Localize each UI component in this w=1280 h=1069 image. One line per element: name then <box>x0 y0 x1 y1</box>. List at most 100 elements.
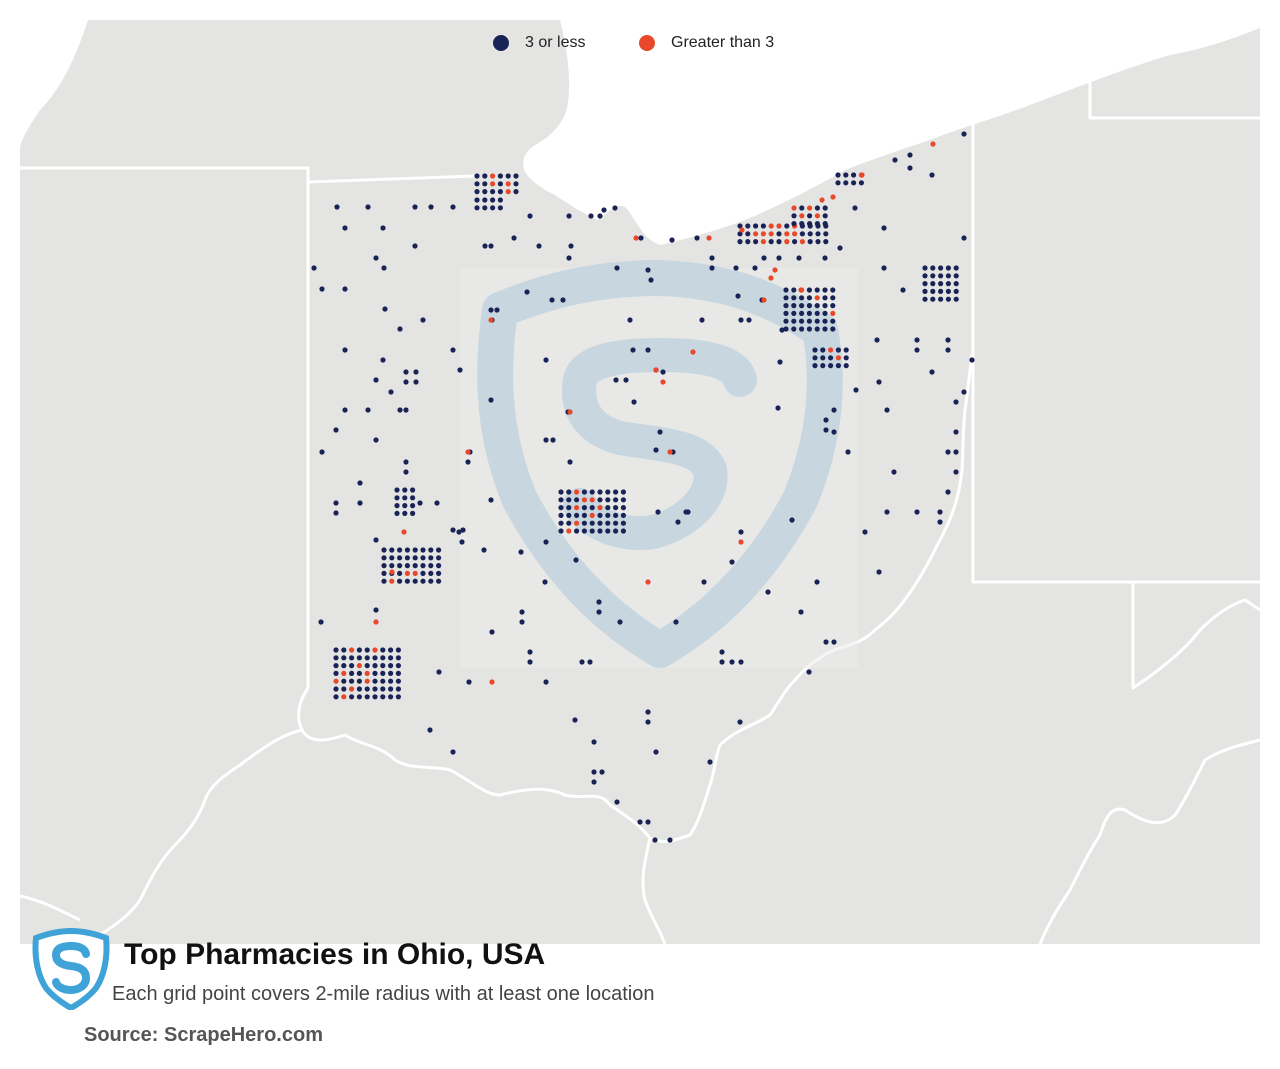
grid-point-high <box>667 449 673 455</box>
grid-point-low <box>395 678 401 684</box>
grid-point-low <box>395 647 401 653</box>
grid-point-high <box>690 349 696 355</box>
grid-point-low <box>775 405 781 411</box>
grid-point-low <box>596 609 602 615</box>
grid-point-low <box>497 181 503 187</box>
grid-point-low <box>333 694 339 700</box>
grid-point-low <box>474 173 480 179</box>
grid-point-low <box>420 555 426 561</box>
grid-point-low <box>558 520 564 526</box>
grid-point-low <box>648 277 654 283</box>
grid-point-low <box>402 510 408 516</box>
grid-point-low <box>719 649 725 655</box>
grid-point-low <box>365 204 371 210</box>
grid-point-low <box>311 265 317 271</box>
grid-point-low <box>597 528 603 534</box>
grid-point-low <box>543 357 549 363</box>
grid-point-low <box>938 288 944 294</box>
grid-point-low <box>807 221 813 227</box>
grid-point-low <box>527 659 533 665</box>
grid-point-low <box>403 369 409 375</box>
grid-point-low <box>410 495 416 501</box>
grid-point-low <box>364 647 370 653</box>
grid-point-low <box>373 437 379 443</box>
grid-point-low <box>930 281 936 287</box>
grid-point-low <box>922 273 928 279</box>
grid-point-low <box>830 326 836 332</box>
grid-point-low <box>645 347 651 353</box>
grid-point-low <box>753 239 759 245</box>
grid-point-low <box>822 213 828 219</box>
grid-point-low <box>412 578 418 584</box>
grid-point-low <box>900 287 906 293</box>
grid-point-low <box>413 379 419 385</box>
grid-point-high <box>768 275 774 281</box>
grid-point-low <box>589 520 595 526</box>
grid-point-low <box>388 686 394 692</box>
grid-point-low <box>341 686 347 692</box>
grid-point-high <box>356 663 362 669</box>
grid-point-low <box>395 686 401 692</box>
grid-point-low <box>631 399 637 405</box>
grid-point-low <box>596 599 602 605</box>
grid-point-low <box>922 281 928 287</box>
grid-point-low <box>945 337 951 343</box>
grid-point-low <box>945 281 952 287</box>
grid-point-low <box>420 578 426 584</box>
grid-point-low <box>497 205 503 211</box>
grid-point-low <box>694 235 700 241</box>
grid-point-low <box>783 303 789 309</box>
grid-point-low <box>798 609 804 615</box>
grid-point-high <box>807 205 813 211</box>
grid-point-high <box>333 678 339 684</box>
grid-point-low <box>789 517 795 523</box>
grid-point-low <box>436 547 442 553</box>
grid-point-low <box>436 578 442 584</box>
grid-point-low <box>822 318 828 324</box>
grid-point-low <box>753 223 759 229</box>
grid-point-low <box>623 377 629 383</box>
grid-point-low <box>699 317 705 323</box>
grid-point-low <box>380 694 386 700</box>
grid-point-low <box>482 189 488 195</box>
grid-point-low <box>953 449 959 455</box>
grid-point-low <box>799 231 806 237</box>
grid-point-low <box>404 547 410 553</box>
grid-point-low <box>356 670 362 677</box>
legend-dot-low <box>493 35 509 51</box>
grid-point-low <box>550 437 556 443</box>
grid-point-low <box>318 619 324 625</box>
grid-point-low <box>929 369 935 375</box>
grid-point-low <box>589 489 595 495</box>
grid-point-low <box>488 497 494 503</box>
grid-point-low <box>814 310 820 316</box>
grid-point-low <box>394 487 400 493</box>
grid-point-low <box>566 505 572 511</box>
grid-point-low <box>481 547 487 553</box>
grid-point-low <box>701 579 707 585</box>
legend-label-low: 3 or less <box>525 34 586 51</box>
grid-point-low <box>945 449 951 455</box>
grid-point-low <box>822 303 828 309</box>
grid-point-low <box>489 629 495 635</box>
grid-point-low <box>830 303 836 309</box>
grid-point-low <box>835 172 841 178</box>
grid-point-low <box>450 204 456 210</box>
grid-point-low <box>319 286 325 292</box>
grid-point-low <box>620 497 627 503</box>
grid-point-low <box>799 221 805 227</box>
grid-point-low <box>830 318 836 324</box>
grid-point-low <box>735 293 741 299</box>
grid-point-low <box>402 495 408 501</box>
grid-point-low <box>397 407 403 413</box>
grid-point-low <box>474 189 480 195</box>
grid-point-low <box>588 213 594 219</box>
grid-point-low <box>822 326 828 332</box>
scrapehero-watermark-icon <box>460 260 858 668</box>
grid-point-low <box>599 769 605 775</box>
grid-point-high <box>739 227 745 233</box>
grid-point-low <box>884 509 890 515</box>
grid-point-low <box>436 563 442 569</box>
grid-point-low <box>814 318 820 324</box>
grid-point-low <box>613 489 619 495</box>
